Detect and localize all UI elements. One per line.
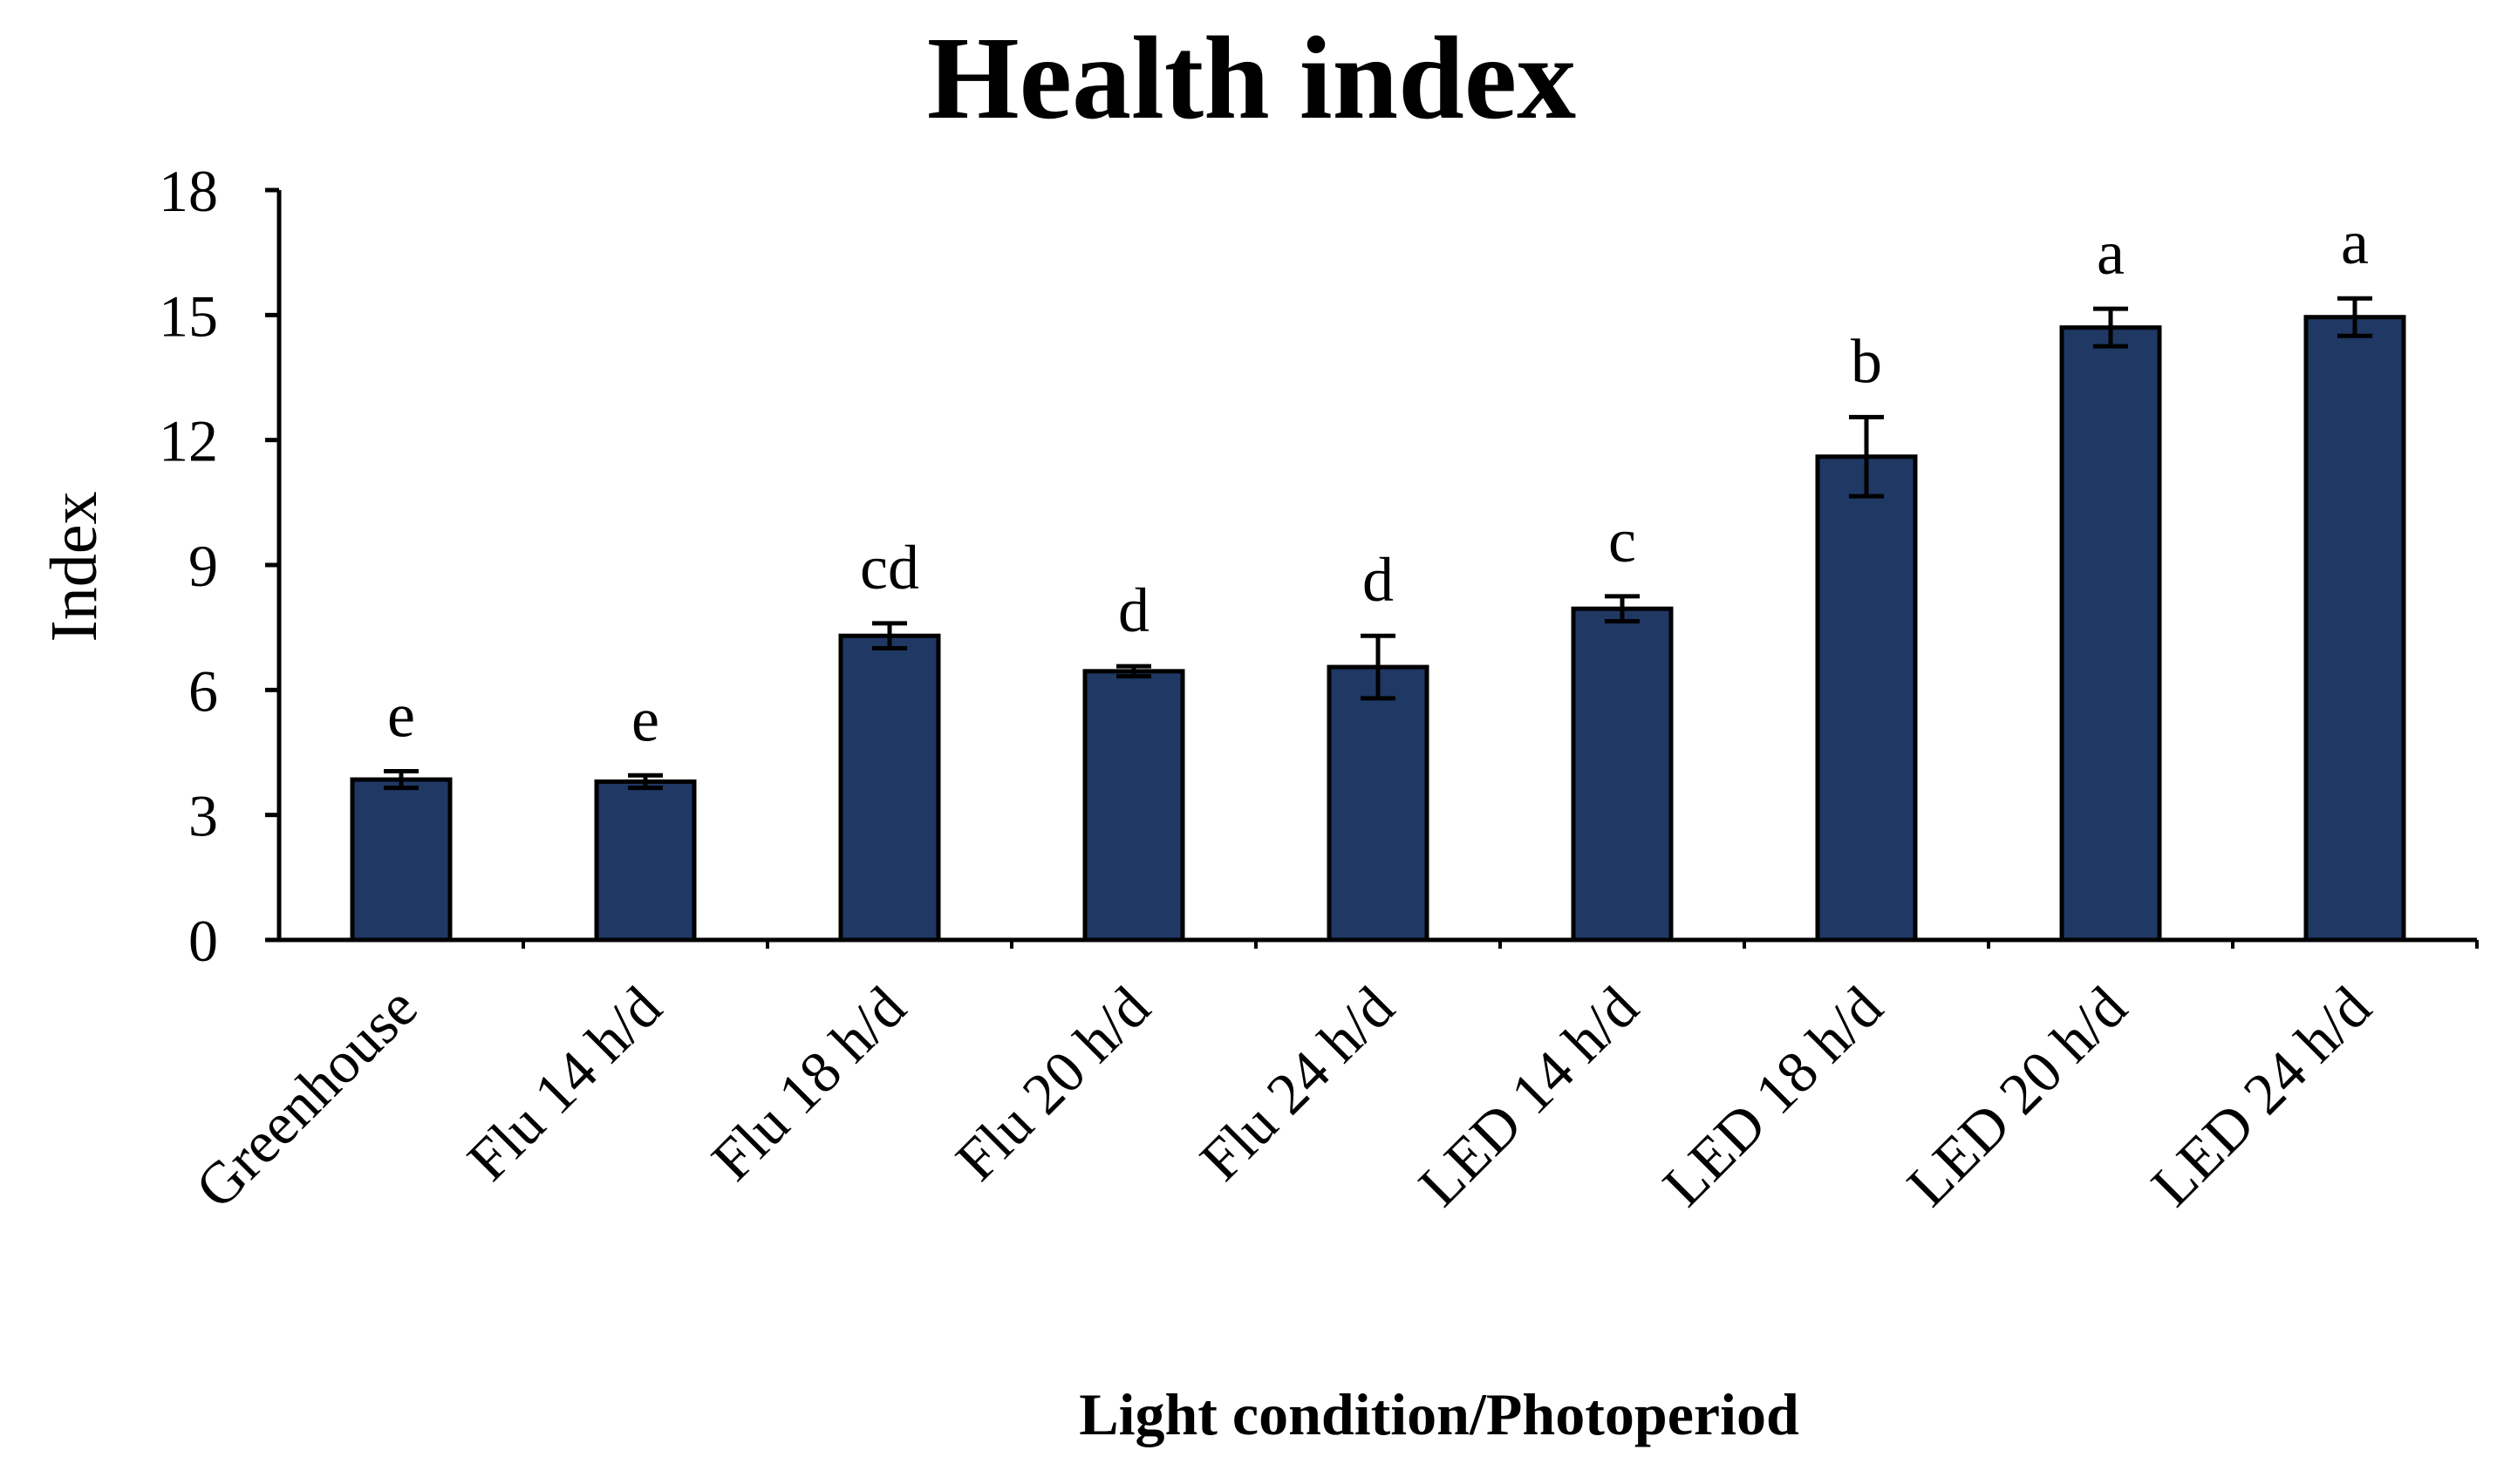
error-bar-7 <box>2093 306 2128 349</box>
x-axis-title: Light condition/Photoperiod <box>1079 1381 1799 1447</box>
category-label-7: LED 20 h/d <box>1894 974 2139 1219</box>
category-label-8: LED 24 h/d <box>2139 974 2384 1219</box>
error-bar-0 <box>384 769 419 791</box>
bar-6 <box>1815 454 1918 943</box>
significance-label-1: e <box>631 684 659 754</box>
y-tick-label-4: 12 <box>159 408 218 474</box>
category-label-4: Flu 24 h/d <box>1187 974 1406 1193</box>
y-tick-label-3: 9 <box>188 533 218 599</box>
category-label-3: Flu 20 h/d <box>943 974 1162 1193</box>
category-label-2: Flu 18 h/d <box>699 974 918 1193</box>
error-bar-2 <box>872 621 907 651</box>
bars-layer <box>350 315 2406 943</box>
bar-3 <box>1082 669 1185 943</box>
category-label-5: LED 14 h/d <box>1406 974 1651 1219</box>
y-tick-label-6: 18 <box>159 158 218 224</box>
tick-labels-layer: 0 3 6 9 12 15 18 <box>159 158 218 974</box>
significance-label-2: cd <box>860 533 919 602</box>
bar-4 <box>1327 664 1429 943</box>
error-bar-6 <box>1849 414 1884 499</box>
significance-label-7: a <box>2097 218 2125 288</box>
bar-1 <box>594 779 697 943</box>
bar-5 <box>1571 606 1674 943</box>
significance-label-0: e <box>387 681 415 751</box>
error-bar-4 <box>1361 633 1395 701</box>
y-axis-title: Index <box>38 491 111 642</box>
bar-8 <box>2303 315 2406 943</box>
error-bars-layer <box>384 296 2372 791</box>
y-tick-label-0: 0 <box>188 908 218 974</box>
error-bar-1 <box>628 773 663 791</box>
bar-2 <box>838 633 941 943</box>
axes-layer <box>265 187 2479 949</box>
bar-7 <box>2059 325 2162 943</box>
significance-labels-layer: e e cd d d c b a a <box>387 208 2369 754</box>
y-tick-label-2: 6 <box>188 657 218 724</box>
category-label-6: LED 18 h/d <box>1650 974 1895 1219</box>
category-labels-layer: Greenhouse Flu 14 h/d Flu 18 h/d Flu 20 h/d… <box>182 974 2383 1221</box>
chart-title: Health index <box>927 13 1576 144</box>
error-bar-8 <box>2337 296 2372 338</box>
significance-label-5: c <box>1608 506 1636 575</box>
significance-label-3: d <box>1118 575 1150 645</box>
significance-label-6: b <box>1851 326 1882 396</box>
error-bar-3 <box>1116 664 1151 679</box>
y-tick-label-1: 3 <box>188 783 218 849</box>
y-tick-label-5: 15 <box>159 283 218 349</box>
significance-label-4: d <box>1362 545 1394 615</box>
category-label-1: Flu 14 h/d <box>454 974 673 1193</box>
bar-0 <box>350 777 453 943</box>
error-bar-5 <box>1605 594 1640 623</box>
significance-label-8: a <box>2341 208 2369 277</box>
category-label-0: Greenhouse <box>182 974 429 1221</box>
